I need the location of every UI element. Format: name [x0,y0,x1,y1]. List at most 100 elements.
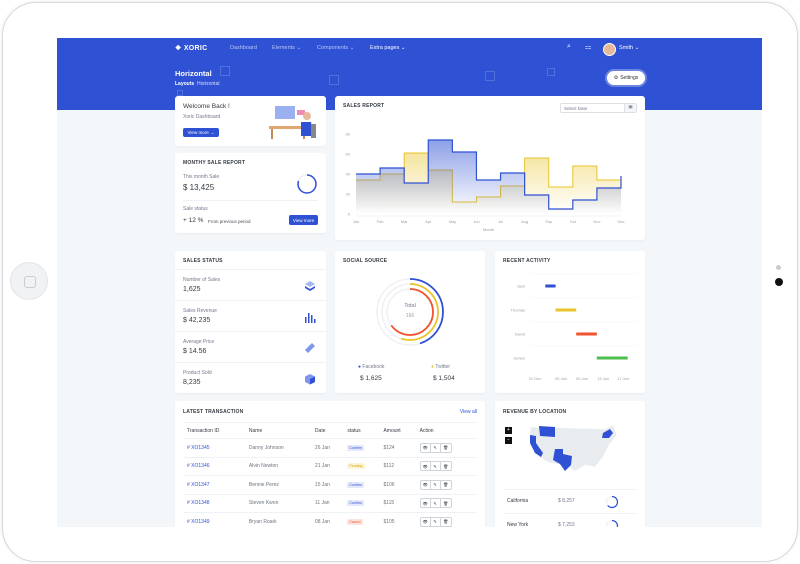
y-tick-label: 40 [346,172,351,177]
search-icon[interactable]: ⌕ [567,43,571,50]
user-menu[interactable]: Smith ⌄ [619,45,640,51]
name-cell: Danny Johnson [244,438,311,458]
date-picker-input[interactable]: Select Date ▣ [560,103,637,113]
date-cell: 15 Jan [310,475,344,495]
status-cell: Pending [343,457,380,476]
sales-status-item: Product Sold 8,235 [175,362,326,393]
edit-icon[interactable]: ✎ [431,480,441,489]
welcome-view-more-button[interactable]: View more → [183,128,219,137]
view-all-link[interactable]: View all [459,409,477,415]
edit-icon[interactable]: ✎ [431,462,441,471]
activity-bar[interactable] [545,284,556,288]
this-month-value: $ 13,425 [183,183,215,192]
brand-logo[interactable]: ❖ XORIC [175,45,208,52]
state-texas[interactable] [553,449,572,471]
activity-bar[interactable] [596,356,628,360]
location-name: New York [507,522,529,527]
date-cell: 26 Jan [310,438,344,458]
transaction-id-link[interactable]: # XO1348 [183,494,245,513]
state-new-york[interactable] [602,429,613,438]
twitter-dot-icon: ● [431,364,435,370]
trash-icon[interactable]: 🗑 [443,482,449,488]
table-row: # XO1345 Danny Johnson 26 Jan Confirm $124 👁 ✎… [183,438,477,458]
column-header: Amount [379,422,416,439]
nav-extra-pages[interactable]: Extra pages ⌄ [370,45,406,51]
trash-icon[interactable]: 🗑 [443,519,449,525]
action-cell: 👁 ✎ 🗑 [415,457,477,476]
transaction-id-link[interactable]: # XO1347 [183,475,245,495]
usa-map[interactable] [525,423,620,478]
column-header: Date [310,422,344,439]
twitter-value: $ 1,504 [433,375,455,382]
eye-icon[interactable]: 👁 [421,480,431,489]
chevron-down-icon: ⌄ [349,45,355,51]
welcome-illustration [269,106,316,139]
sales-report-card: SALES REPORT Select Date ▣ 0 20 40 60 80 Jan Fe… [335,96,645,240]
name-cell: Alvin Newton [244,457,311,476]
breadcrumb-layouts[interactable]: Layouts [175,81,195,87]
transaction-id-link[interactable]: # XO1346 [183,457,245,476]
activity-row-label: Jack [517,284,525,289]
eye-icon[interactable]: 👁 [421,517,431,526]
stat-value: $ 42,235 [183,317,211,324]
calendar-icon[interactable]: ▣ [624,104,636,112]
dashboard-screen: ❖ XORIC Dashboard Elements ⌄ Components … [57,38,762,527]
sales-status-item: Average Price $ 14.56 [175,331,326,362]
sales-status-item: Sales Revenue $ 42,235 [175,300,326,331]
social-donut-chart [376,278,444,346]
state-montana[interactable] [539,426,555,437]
welcome-card: Welcome Back ! Xoric Dashboard View more… [175,96,326,146]
eye-icon[interactable]: 👁 [421,443,431,452]
ticket-icon [304,341,316,359]
action-cell: 👁 ✎ 🗑 [415,438,477,458]
home-button [10,262,48,300]
state-california[interactable] [530,435,543,457]
activity-bar[interactable] [576,332,597,336]
x-tick-label: Aug [521,219,528,224]
date-cell: 21 Jan [310,457,344,476]
x-tick-label: Jan [353,219,359,224]
breadcrumb: Layouts Horizontal [175,81,219,87]
action-group: 👁 ✎ 🗑 [419,442,452,453]
monthly-view-more-button[interactable]: View more [289,215,318,225]
edit-icon[interactable]: ✎ [431,499,441,508]
status-cell: Confirm [343,475,380,495]
eye-icon[interactable]: 👁 [421,462,431,471]
revenue-by-location-card: REVENUE BY LOCATION + − California $ 8,25… [495,401,645,527]
trash-icon[interactable]: 🗑 [443,445,449,451]
trash-icon[interactable]: 🗑 [443,500,449,506]
transactions-table: Transaction ID Name Date status Amount Action… [183,422,477,527]
gear-icon: ⚙ [613,75,619,81]
avatar[interactable] [603,43,616,56]
x-tick-label: 05 Jan [555,376,567,381]
nav-components[interactable]: Components ⌄ [317,45,355,51]
amount-cell: $106 [379,475,416,495]
sales-report-chart: 0 20 40 60 80 Jan Feb Mar Apr May Jun Jul Aug Sep Oct N… [346,132,625,233]
status-cell: Confirm [343,494,380,513]
transaction-id-link[interactable]: # XO1345 [183,438,245,458]
action-cell: 👁 ✎ 🗑 [415,494,477,513]
status-badge: Confirm [347,500,364,507]
activity-bar[interactable] [555,308,577,312]
location-progress-ring [605,519,619,527]
nav-elements[interactable]: Elements ⌄ [272,45,302,51]
status-cell: Confirm [343,438,380,458]
x-tick-label: Mar [401,219,409,224]
edit-icon[interactable]: ✎ [431,443,441,452]
grid-icon[interactable]: ⚏ [585,44,592,51]
eye-icon[interactable]: 👁 [421,499,431,508]
stat-value: 8,235 [183,379,201,386]
bar-chart-icon [304,310,316,328]
stat-value: 1,625 [183,286,201,293]
edit-icon[interactable]: ✎ [431,517,441,526]
settings-button[interactable]: ⚙ Settings [607,71,645,85]
map-zoom-in-button[interactable]: + [505,427,512,434]
location-value: $ 8,257 [558,498,575,504]
map-zoom-out-button[interactable]: − [505,437,512,444]
trash-icon[interactable]: 🗑 [443,463,449,469]
name-cell: Bennie Perez [244,475,311,495]
transaction-id-link[interactable]: # XO1349 [183,512,245,527]
nav-dashboard[interactable]: Dashboard [230,45,257,51]
activity-timeline-chart: Jack Thomas David James 31 Dec 05 Jan 09 Jan 13… [511,273,638,381]
x-tick-label: 17 Jan [617,376,629,381]
